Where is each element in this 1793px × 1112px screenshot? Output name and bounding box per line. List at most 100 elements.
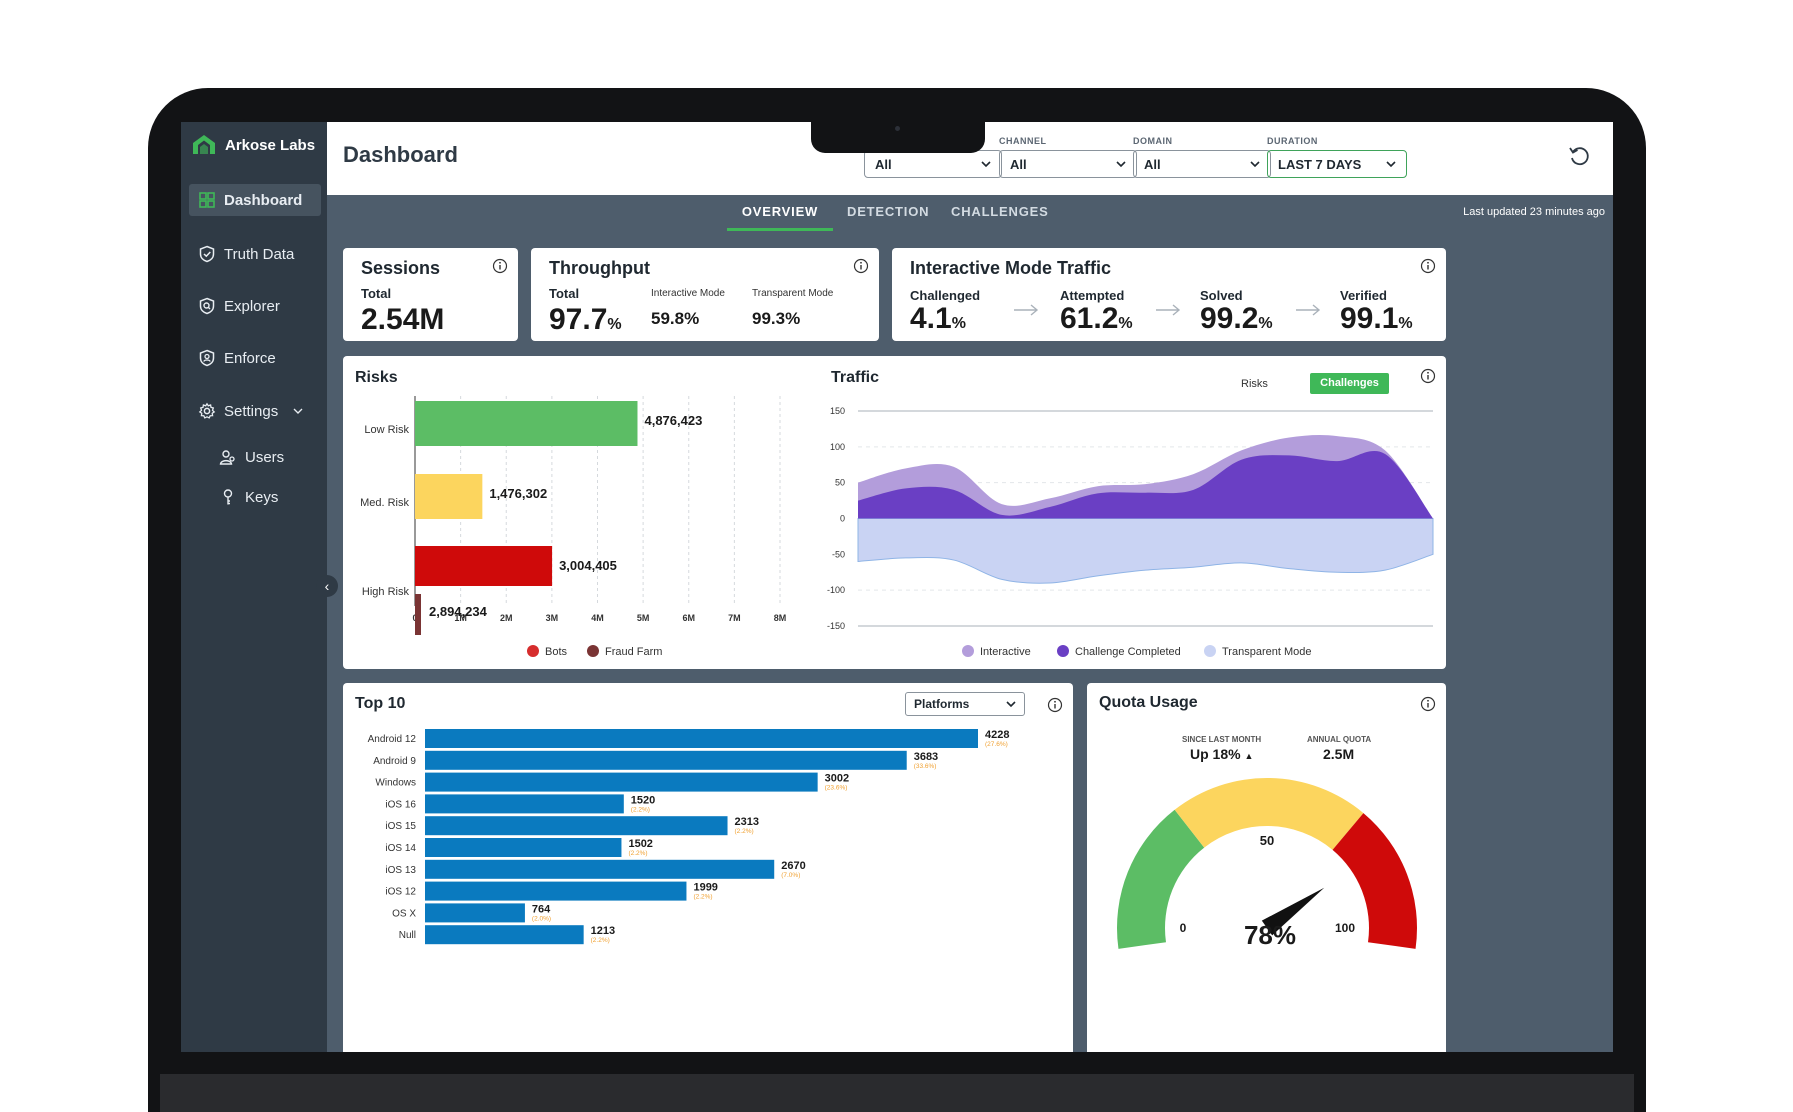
gauge-min-label: 0 [1180, 921, 1187, 935]
kpi-label: Interactive Mode [651, 288, 725, 299]
area-transparent-mode[interactable] [857, 518, 1434, 584]
bar-percent-label: (33.6%) [914, 763, 937, 770]
top10-chart: Android 12 4228(27.6%) Android 9 3683(33.6%… [368, 729, 1009, 945]
card-title: Interactive Mode Traffic [910, 258, 1112, 278]
platform-bar[interactable] [425, 794, 624, 814]
card-title: Throughput [549, 258, 650, 278]
traffic-title: Traffic [831, 369, 880, 386]
annual-quota-value: 2.5M [1323, 746, 1355, 762]
bar-bots[interactable] [415, 474, 483, 519]
quota-gauge: 0 50 100 78% [1117, 778, 1417, 950]
chevron-down-icon [981, 161, 991, 168]
sidebar-item-label: Settings [224, 402, 279, 420]
legend-label: Fraud Farm [605, 646, 662, 658]
sidebar-item-dashboard[interactable]: Dashboard [189, 184, 321, 216]
bar-value-label: 1502 [628, 838, 652, 850]
transparent-mode-value: 99.3% [752, 309, 801, 328]
bar-percent-label: (2.2%) [693, 894, 712, 901]
x-tick-label: 3M [546, 613, 559, 623]
interactive-mode-traffic-card: Interactive Mode Traffic Challenged 4.1%… [892, 248, 1446, 341]
x-tick-label: 6M [682, 613, 695, 623]
legend-swatch [527, 645, 539, 657]
info-icon[interactable] [1420, 258, 1436, 274]
platforms-dropdown[interactable]: Platforms [905, 692, 1025, 716]
chevron-left-icon: ‹ [324, 578, 330, 594]
bar-value-label: 1520 [631, 794, 655, 806]
bar-bots[interactable] [415, 546, 553, 586]
arrow-right-icon [1156, 304, 1181, 316]
card-title: Quota Usage [1099, 694, 1198, 711]
camera-notch [811, 122, 985, 153]
annual-quota-label: ANNUAL QUOTA [1307, 735, 1372, 744]
sidebar-item-explorer[interactable]: Explorer [189, 290, 321, 322]
bar-value-label: 3002 [825, 773, 849, 785]
sidebar: Arkose Labs Dashboard Truth Data Explore… [181, 122, 327, 1052]
info-icon[interactable] [1420, 368, 1436, 384]
sidebar-item-keys[interactable]: Keys [219, 481, 319, 513]
platform-bar[interactable] [425, 729, 978, 748]
tab-challenges[interactable]: CHALLENGES [951, 204, 1049, 219]
platform-bar[interactable] [425, 925, 584, 945]
since-last-month-label: SINCE LAST MONTH [1182, 735, 1262, 744]
throughput-card: Throughput Total 97.7% Interactive Mode … [531, 248, 879, 341]
category-label: OS X [392, 908, 416, 919]
platform-bar[interactable] [425, 881, 687, 901]
solved-value: 99.2% [1200, 302, 1273, 336]
platform-bar[interactable] [425, 816, 728, 836]
sidebar-item-settings[interactable]: Settings [189, 395, 321, 427]
filter-select-domain[interactable]: All [1133, 150, 1271, 178]
arrow-up-icon: ▲ [1244, 751, 1254, 761]
platform-bar[interactable] [425, 750, 907, 770]
gauge-segment-green [1117, 809, 1205, 949]
x-tick-label: 8M [774, 613, 787, 623]
filter-channel: CHANNEL All [999, 136, 1137, 178]
brand-logo[interactable]: Arkose Labs [191, 132, 315, 158]
kpi-label: Verified [1340, 288, 1387, 303]
x-tick-label: 5M [637, 613, 650, 623]
info-icon[interactable] [1047, 697, 1063, 713]
gauge-max-label: 100 [1335, 921, 1355, 935]
filter-value: All [875, 156, 892, 172]
value-unit: % [1258, 315, 1273, 332]
filter-select-channel[interactable]: All [999, 150, 1137, 178]
toggle-risks-button[interactable]: Risks [1241, 378, 1268, 390]
gear-icon [198, 402, 216, 419]
gauge-segment-red [1332, 813, 1417, 949]
area-challenge-completed[interactable] [858, 451, 1433, 519]
toggle-challenges-button[interactable]: Challenges [1310, 373, 1389, 394]
refresh-icon[interactable] [1567, 144, 1591, 168]
filter-select-duration[interactable]: LAST 7 DAYS [1267, 150, 1407, 178]
platform-bar[interactable] [425, 838, 622, 857]
sidebar-item-truth-data[interactable]: Truth Data [189, 238, 321, 270]
filter-select-el[interactable]: All [864, 150, 1002, 178]
info-icon[interactable] [492, 258, 508, 274]
bar-value-label: 1,476,302 [489, 486, 547, 501]
tab-detection[interactable]: DETECTION [847, 204, 930, 219]
category-label: Low Risk [364, 424, 409, 436]
info-icon[interactable] [1420, 696, 1436, 712]
legend-swatch [587, 645, 599, 657]
x-tick-label: 1M [454, 613, 467, 623]
legend-swatch [1057, 645, 1069, 657]
sidebar-item-enforce[interactable]: Enforce [189, 342, 321, 374]
attempted-value: 61.2% [1060, 302, 1133, 336]
bar-value-label: 1213 [591, 925, 615, 937]
sidebar-item-label: Enforce [224, 349, 276, 367]
users-icon [219, 450, 235, 465]
platform-bar[interactable] [425, 859, 775, 879]
gauge-value-label: 78% [1244, 920, 1296, 950]
info-icon[interactable] [853, 258, 869, 274]
bar-bots[interactable] [415, 401, 638, 446]
bar-value-label: 2,894,234 [429, 604, 488, 619]
value-unit: % [951, 315, 966, 332]
tab-overview[interactable]: OVERVIEW [727, 195, 833, 231]
filter-value: All [1144, 156, 1161, 172]
collapse-sidebar-button[interactable]: ‹ [316, 575, 338, 597]
card-title: Sessions [361, 258, 441, 278]
platform-bar[interactable] [425, 903, 525, 923]
sidebar-item-users[interactable]: Users [219, 441, 319, 473]
y-tick-label: 150 [830, 406, 845, 416]
bar-fraud-farm[interactable] [415, 594, 421, 635]
bar-value-label: 3683 [914, 751, 938, 763]
platform-bar[interactable] [425, 772, 818, 792]
